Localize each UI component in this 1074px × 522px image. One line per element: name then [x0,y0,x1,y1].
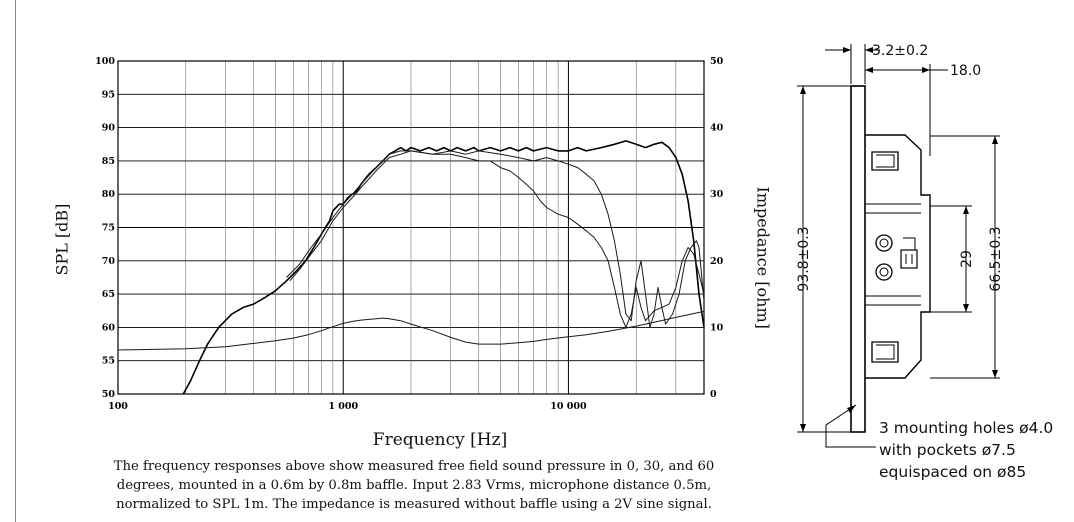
x-tick-label: 1 000 [328,401,358,412]
lower-clip-inner [876,344,895,360]
spl-curve-1 [182,140,705,395]
terminal-lower [875,263,893,281]
y-tick-label: 90 [102,123,116,134]
y-tick-label: 50 [102,389,116,400]
y-tick-label: 80 [102,189,116,200]
dim-holes-label: 29 [959,250,975,268]
dim-body-label: 66.5±0.3 [988,226,1004,291]
x-tick-label: 100 [108,401,128,412]
impedance-curve [117,310,705,351]
left-margin-rule [15,0,16,522]
y2-tick-label: 30 [710,189,724,200]
y-tick-label: 65 [102,289,115,300]
arrowhead [843,47,851,53]
arrowhead [992,136,998,144]
terminal-upper-inner [879,238,889,248]
y-tick-label: 70 [102,256,116,267]
y2-tick-label: 40 [710,123,724,134]
lower-clip [871,341,899,363]
arrowhead [800,86,806,94]
x-axis-label: Frequency [Hz] [372,430,508,450]
dim-flange-label: 3.2±0.2 [872,43,928,59]
chart-series [117,140,705,395]
upper-clip-inner [876,154,895,168]
dim-depth-label: 18.0 [950,63,981,79]
y2-tick-label: 10 [710,322,724,333]
arrowhead [992,370,998,378]
arrowhead [800,424,806,432]
y-tick-label: 55 [102,356,115,367]
driver-body [865,134,931,379]
y2-tick-label: 50 [710,56,724,67]
arrowhead [865,67,873,73]
arrowhead [847,405,856,413]
arrowhead [963,206,969,214]
terminal-lead [903,237,916,250]
terminal-block [900,249,918,269]
y2-tick-label: 20 [710,256,724,267]
y-tick-label: 85 [102,156,115,167]
terminal-lower-inner [879,267,889,277]
arrowhead [865,47,873,53]
upper-clip [871,151,899,171]
note-line-1: 3 mounting holes ø4.0 [879,419,1053,437]
x-tick-label: 10 000 [550,401,587,412]
chart-caption: The frequency responses above show measu… [113,459,715,512]
note-leader [825,404,876,448]
y-tick-label: 75 [102,223,115,234]
terminal-upper [875,234,893,252]
arrowhead [963,304,969,312]
plot-frame [117,60,705,395]
y-tick-label: 60 [102,322,116,333]
y-tick-label: 100 [95,56,115,67]
note-line-3: equispaced on ø85 [879,463,1026,481]
arrowhead [922,67,930,73]
dim-height-label: 93.8±0.3 [796,226,812,291]
spl-curve-3 [286,150,705,328]
y-tick-label: 95 [102,89,115,100]
spl-curve-2 [289,150,705,328]
flange-plate [850,85,866,433]
note-line-2: with pockets ø7.5 [879,441,1016,459]
y2-tick-label: 0 [710,389,717,400]
